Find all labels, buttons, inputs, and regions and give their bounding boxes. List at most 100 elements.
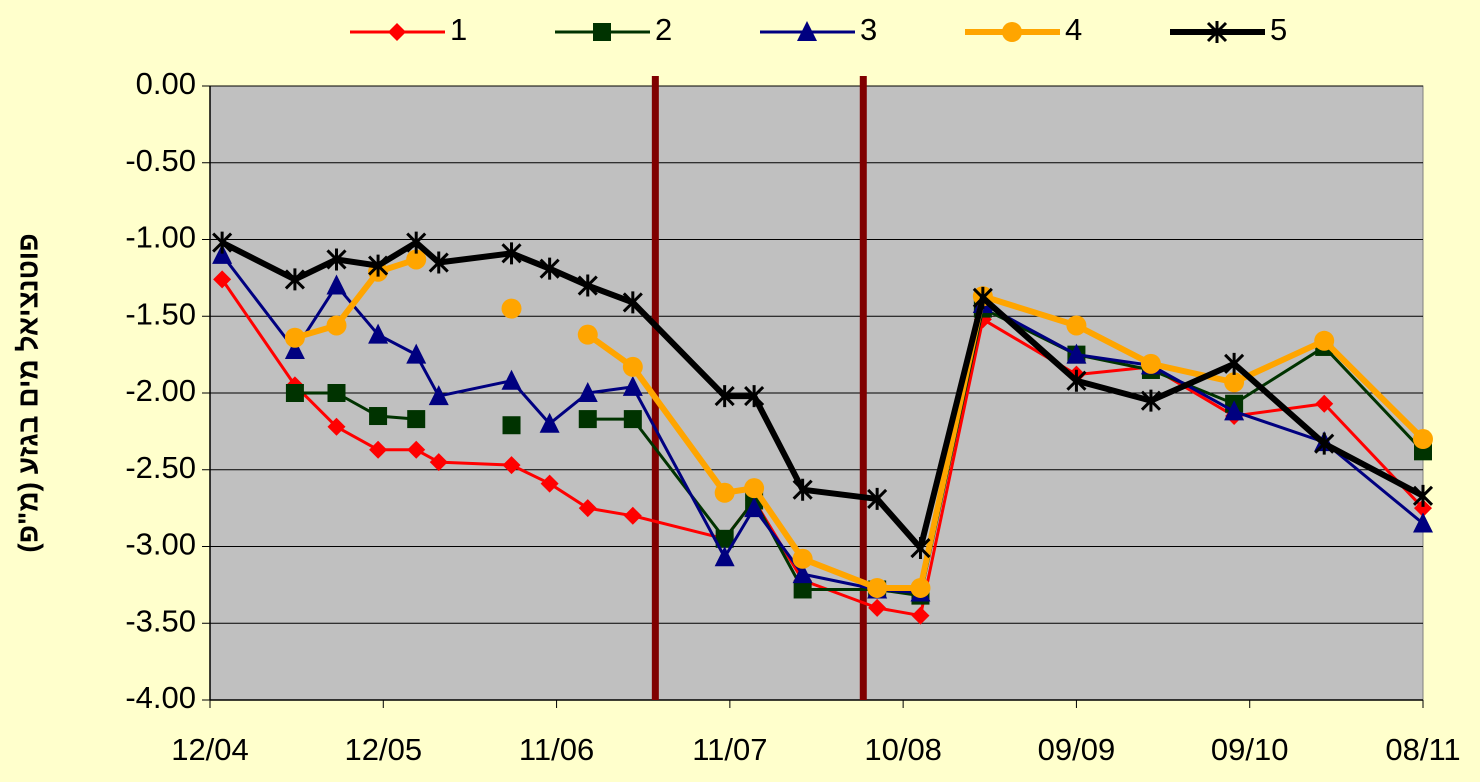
point [540, 474, 559, 493]
y-axis-label: פוטנציאל מים בגזע (מ"פ) [12, 233, 43, 552]
legend-marker [1002, 22, 1022, 42]
y-tick-label: 0.00 [136, 66, 196, 101]
point [577, 324, 598, 345]
point [714, 482, 735, 503]
y-tick-label: -2.50 [125, 450, 196, 485]
point [910, 537, 931, 560]
point [369, 440, 388, 459]
point [744, 385, 765, 408]
point [578, 499, 597, 518]
point [501, 369, 522, 390]
point [1314, 330, 1335, 351]
point [284, 327, 305, 348]
point [1140, 389, 1162, 412]
x-tick-label: 10/08 [864, 732, 942, 767]
point [428, 251, 449, 274]
point [623, 506, 642, 525]
point [622, 375, 643, 396]
point [577, 274, 598, 297]
point [578, 410, 597, 429]
point [1314, 432, 1335, 455]
point [327, 384, 346, 402]
x-tick-label: 12/04 [171, 732, 249, 767]
legend-label: 1 [450, 12, 467, 47]
y-tick-label: -1.00 [125, 220, 196, 255]
point [911, 606, 930, 625]
point [972, 286, 993, 309]
legend-label: 3 [860, 12, 877, 47]
point [744, 497, 765, 518]
point [369, 407, 388, 426]
point [501, 242, 522, 265]
point [1414, 499, 1432, 518]
point [429, 453, 448, 472]
point [326, 274, 347, 295]
point [1412, 484, 1434, 507]
point [622, 291, 643, 314]
point [1140, 353, 1161, 374]
legend-label: 4 [1065, 12, 1082, 47]
x-tick-label: 11/06 [519, 732, 594, 767]
point [1413, 512, 1433, 533]
y-tick-label: -1.50 [125, 296, 196, 331]
legend-marker [1206, 21, 1228, 43]
point [867, 487, 888, 510]
point [715, 529, 734, 548]
point [577, 382, 598, 402]
point [1066, 369, 1087, 392]
y-tick-label: -2.00 [125, 373, 196, 408]
point [1224, 352, 1245, 375]
point [406, 231, 427, 254]
x-tick-label: 11/07 [692, 732, 767, 767]
point [623, 410, 642, 429]
point [326, 315, 347, 336]
point [428, 385, 449, 406]
point [622, 356, 643, 377]
point [368, 254, 389, 277]
point [792, 478, 813, 501]
point [284, 268, 305, 291]
point [502, 416, 521, 435]
point [212, 231, 233, 254]
point [793, 580, 812, 599]
point [539, 412, 560, 433]
legend-marker [388, 23, 406, 41]
x-tick-label: 09/10 [1211, 732, 1289, 767]
point [213, 270, 232, 289]
point [714, 385, 735, 408]
y-tick-label: -3.50 [125, 603, 196, 638]
x-tick-label: 08/11 [1385, 732, 1460, 767]
point [407, 410, 426, 429]
point [285, 384, 304, 402]
legend-marker [593, 23, 611, 41]
legend-label: 2 [655, 12, 672, 47]
point [501, 298, 522, 319]
point [212, 243, 233, 264]
x-tick-label: 09/09 [1038, 732, 1116, 767]
point [407, 440, 426, 459]
x-tick-label: 12/05 [344, 732, 422, 767]
point [868, 598, 887, 617]
y-tick-label: -3.00 [125, 527, 196, 562]
point [792, 563, 813, 584]
point [368, 323, 389, 344]
point [1224, 372, 1245, 393]
legend-marker [797, 21, 817, 41]
point [539, 257, 560, 280]
point [406, 249, 427, 270]
point [1066, 315, 1087, 336]
point [326, 248, 347, 271]
point [867, 577, 888, 598]
point [1315, 394, 1334, 413]
point [1066, 343, 1087, 364]
point [327, 417, 346, 436]
point [714, 546, 735, 567]
point [1224, 400, 1245, 421]
point [744, 478, 765, 499]
point [1413, 429, 1433, 450]
point [284, 339, 305, 360]
y-tick-label: -0.50 [125, 143, 196, 178]
point [910, 577, 931, 598]
point [792, 548, 813, 569]
